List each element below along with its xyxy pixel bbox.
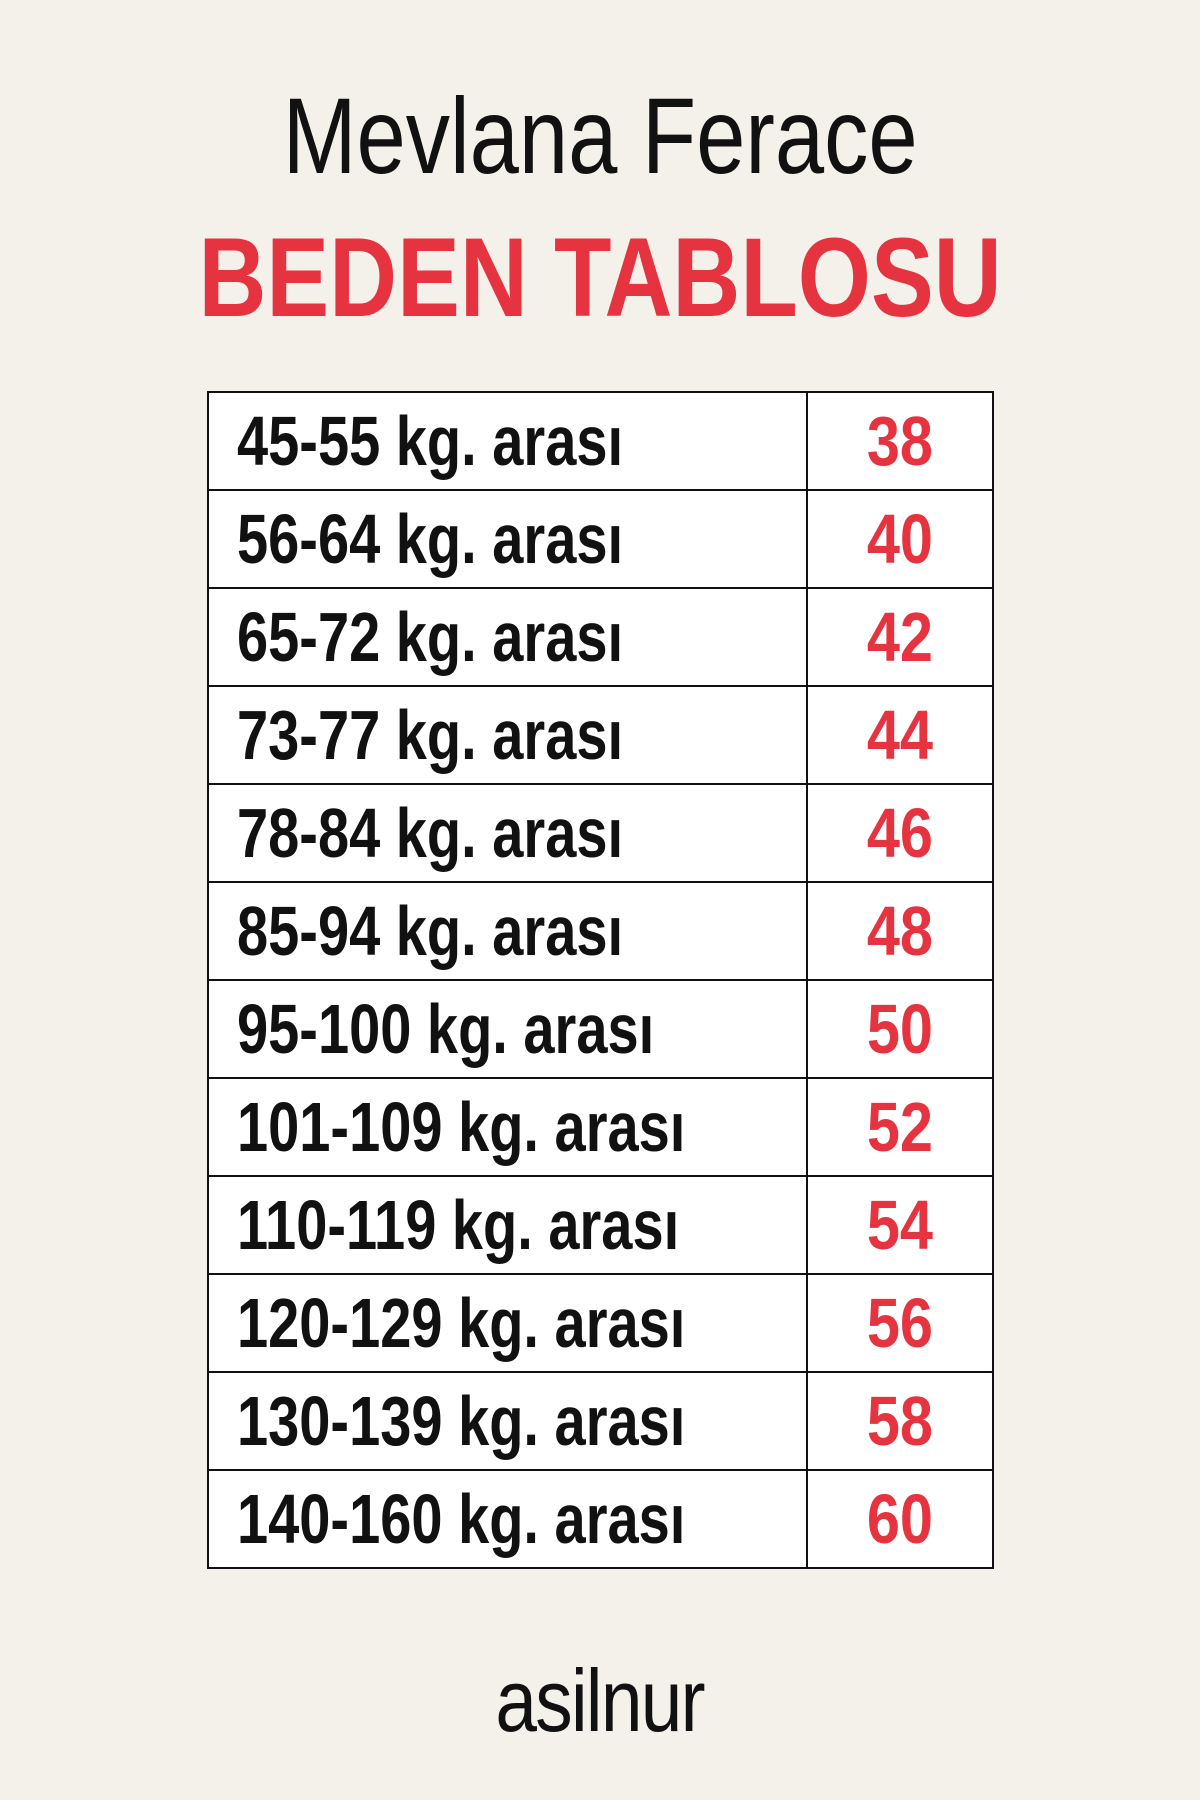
size-cell: 56 — [806, 1273, 994, 1373]
size-cell: 60 — [806, 1469, 994, 1569]
size-cell: 44 — [806, 685, 994, 785]
weight-cell: 130-139 kg. arası — [207, 1371, 808, 1471]
page-title: Mevlana Ferace — [282, 75, 918, 196]
table-row: 73-77 kg. arası 44 — [207, 685, 994, 785]
weight-cell: 101-109 kg. arası — [207, 1077, 808, 1177]
weight-cell: 120-129 kg. arası — [207, 1273, 808, 1373]
table-row: 140-160 kg. arası 60 — [207, 1469, 994, 1569]
table-row: 56-64 kg. arası 40 — [207, 489, 994, 589]
table-row: 110-119 kg. arası 54 — [207, 1175, 994, 1275]
size-cell: 58 — [806, 1371, 994, 1471]
weight-cell: 95-100 kg. arası — [207, 979, 808, 1079]
table-row: 78-84 kg. arası 46 — [207, 783, 994, 883]
table-row: 45-55 kg. arası 38 — [207, 391, 994, 491]
size-cell: 48 — [806, 881, 994, 981]
page-subtitle: BEDEN TABLOSU — [198, 215, 1002, 340]
weight-cell: 56-64 kg. arası — [207, 489, 808, 589]
table-row: 65-72 kg. arası 42 — [207, 587, 994, 687]
size-table: 45-55 kg. arası 38 56-64 kg. arası 40 65-72 … — [207, 391, 994, 1569]
brand-logo: asilnur — [495, 1651, 706, 1750]
weight-cell: 85-94 kg. arası — [207, 881, 808, 981]
size-cell: 38 — [806, 391, 994, 491]
weight-cell: 110-119 kg. arası — [207, 1175, 808, 1275]
weight-cell: 140-160 kg. arası — [207, 1469, 808, 1569]
table-row: 130-139 kg. arası 58 — [207, 1371, 994, 1471]
weight-cell: 73-77 kg. arası — [207, 685, 808, 785]
size-cell: 50 — [806, 979, 994, 1079]
size-cell: 40 — [806, 489, 994, 589]
table-row: 120-129 kg. arası 56 — [207, 1273, 994, 1373]
table-row: 85-94 kg. arası 48 — [207, 881, 994, 981]
size-cell: 46 — [806, 783, 994, 883]
weight-cell: 45-55 kg. arası — [207, 391, 808, 491]
weight-cell: 65-72 kg. arası — [207, 587, 808, 687]
size-cell: 42 — [806, 587, 994, 687]
table-row: 95-100 kg. arası 50 — [207, 979, 994, 1079]
size-cell: 52 — [806, 1077, 994, 1177]
table-row: 101-109 kg. arası 52 — [207, 1077, 994, 1177]
size-cell: 54 — [806, 1175, 994, 1275]
weight-cell: 78-84 kg. arası — [207, 783, 808, 883]
